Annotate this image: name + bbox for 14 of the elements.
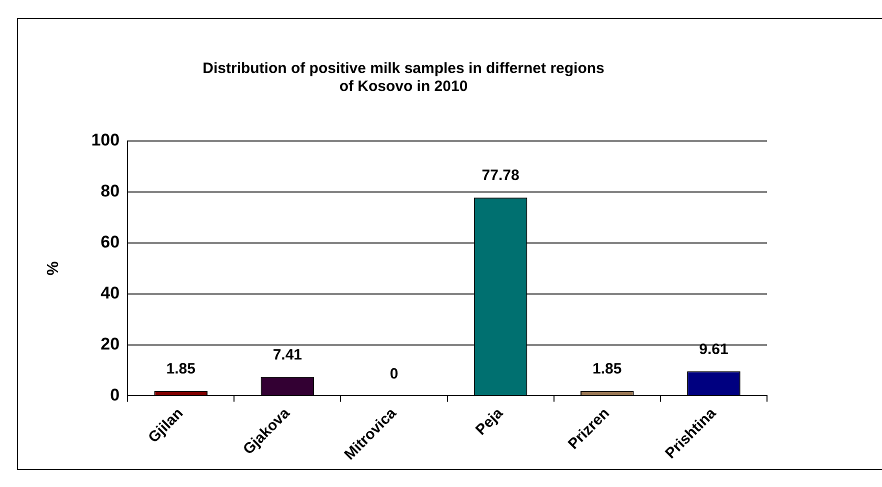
- data-label: 1.85: [592, 360, 622, 378]
- data-label: 7.41: [272, 346, 302, 364]
- chart-title: Distribution of positive milk samples in differnet regions of Kosovo in 2010: [202, 60, 604, 96]
- y-tick-label: 20: [100, 334, 120, 354]
- y-tick-label: 100: [91, 130, 120, 150]
- y-axis-title: %: [45, 261, 62, 276]
- y-tick-label: 60: [100, 232, 120, 252]
- data-label: 1.85: [166, 360, 196, 378]
- x-tick-label: Peja: [472, 404, 507, 439]
- y-tick-label: 80: [100, 182, 120, 201]
- data-label: 0: [390, 365, 398, 382]
- y-tick-label: 40: [100, 284, 120, 303]
- data-label: 77.78: [482, 167, 520, 184]
- y-tick-label: 0: [110, 385, 120, 404]
